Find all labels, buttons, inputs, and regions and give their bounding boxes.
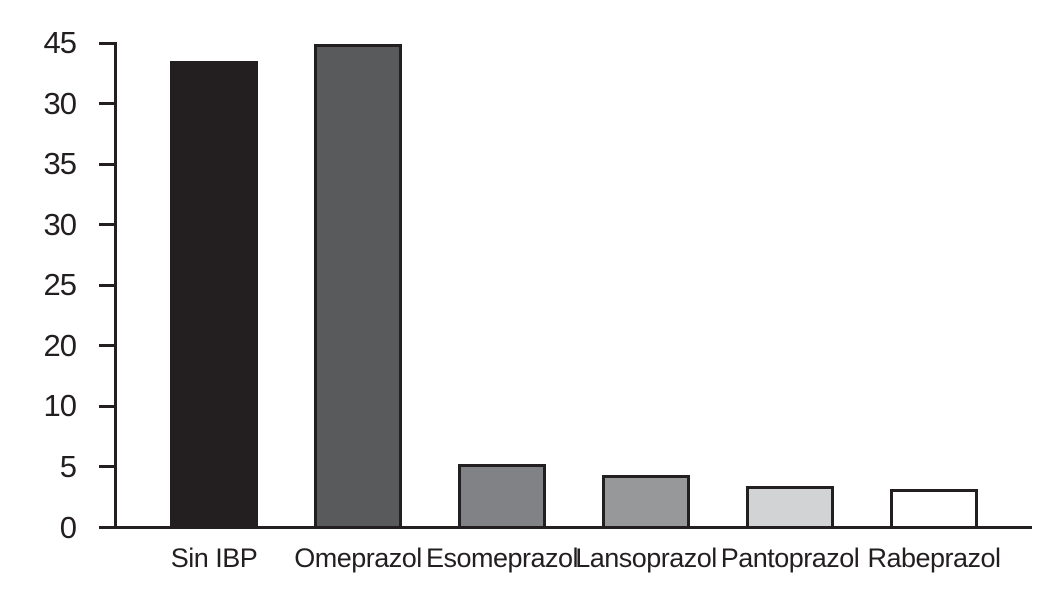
x-category-label: Sin IBP xyxy=(170,543,258,573)
x-category-label: Esomeprazol xyxy=(425,543,579,573)
y-tick-mark xyxy=(99,102,114,106)
x-axis-line xyxy=(99,526,1032,529)
y-tick-mark xyxy=(99,283,114,287)
bar-esomeprazol xyxy=(458,464,546,529)
y-tick-mark xyxy=(99,223,114,227)
y-tick-label: 10 xyxy=(43,388,77,424)
y-tick-label: 20 xyxy=(43,327,77,363)
y-axis-line xyxy=(114,41,117,529)
y-tick-label: 0 xyxy=(59,509,77,545)
y-tick-label: 30 xyxy=(43,206,77,242)
y-tick-mark xyxy=(99,404,114,408)
bar-rabeprazol xyxy=(890,489,978,529)
x-category-label: Pantoprazol xyxy=(720,543,860,573)
bar-lansoprazol xyxy=(602,475,690,529)
y-tick-label: 35 xyxy=(43,146,77,182)
bar-omeprazol xyxy=(314,44,402,529)
y-tick-label: 5 xyxy=(59,448,77,484)
x-category-label: Rabeprazol xyxy=(867,543,1001,573)
x-category-label: Lansoprazol xyxy=(575,543,717,573)
bar-sin-ibp xyxy=(170,61,258,529)
y-tick-mark xyxy=(99,41,114,45)
y-tick-mark xyxy=(99,526,114,529)
y-tick-mark xyxy=(99,162,114,166)
y-tick-label: 30 xyxy=(43,85,77,121)
y-tick-label: 45 xyxy=(43,25,77,60)
y-tick-label: 25 xyxy=(43,267,77,303)
y-tick-mark xyxy=(99,344,114,348)
bar-pantoprazol xyxy=(746,486,834,529)
y-tick-mark xyxy=(99,465,114,469)
x-category-label: Omeprazol xyxy=(294,543,422,573)
